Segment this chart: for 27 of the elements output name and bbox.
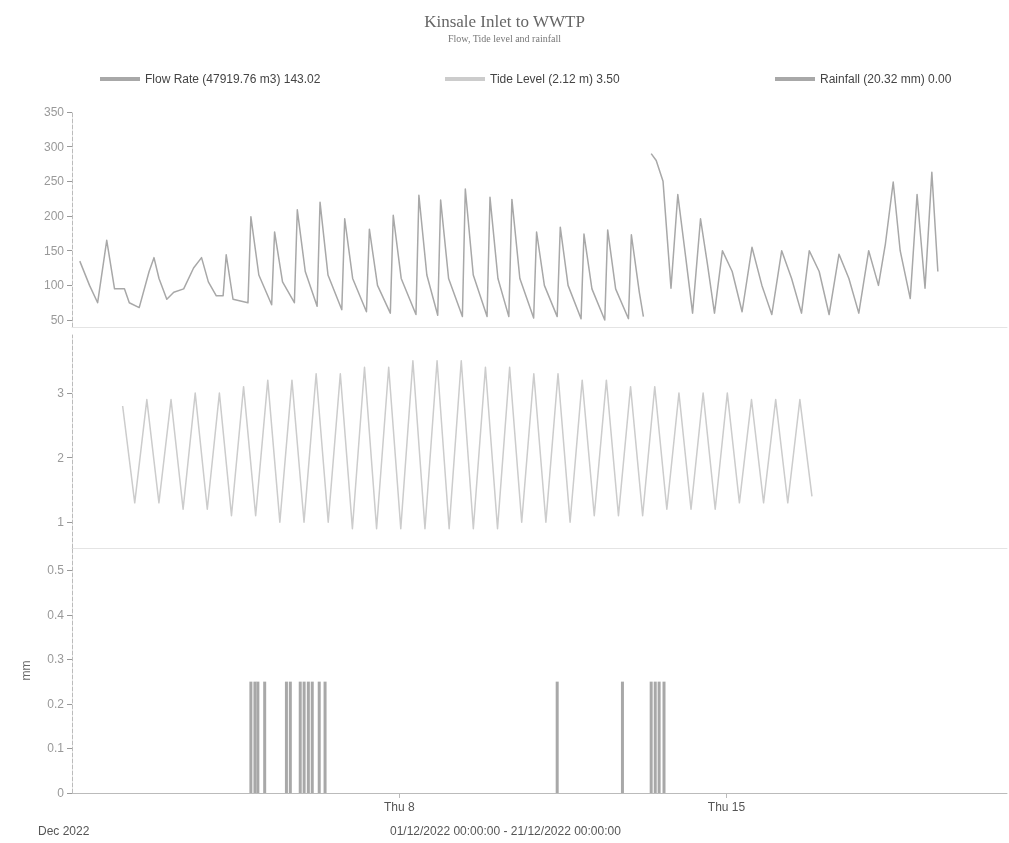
chart-title: Kinsale Inlet to WWTP <box>424 12 585 31</box>
y-tick-label: 350 <box>43 105 65 119</box>
y-tick-label: 0 <box>57 786 65 800</box>
y-tick-label: 100 <box>43 278 65 293</box>
legend-label: Rainfall (20.32 mm) 0.00 <box>820 72 952 86</box>
text: Dec 2022 <box>38 824 90 838</box>
y-tick-label: 0.5 <box>47 563 65 578</box>
x-tick-label: Thu 8 <box>383 800 415 814</box>
y-tick-label: 300 <box>43 139 65 154</box>
y-tick-label: 50 <box>50 313 65 328</box>
y-tick-label: 1 <box>57 515 65 530</box>
y-tick-label: 200 <box>43 209 65 224</box>
chart-subtitle: Flow, Tide level and rainfall <box>448 32 562 44</box>
y-tick-label: 2 <box>57 450 65 465</box>
y-tick-label: 0.4 <box>47 607 65 622</box>
y-tick-label: 250 <box>43 174 65 189</box>
y-tick-label: 0.3 <box>47 652 65 667</box>
x-tick-label: Thu 15 <box>707 800 746 814</box>
y-tick-label: 0.1 <box>47 741 65 756</box>
line-series <box>121 360 813 530</box>
y-axis-title: mm <box>19 660 33 681</box>
y-tick-label: 3 <box>57 386 65 401</box>
legend-label: Tide Level (2.12 m) 3.50 <box>490 72 620 86</box>
y-tick-label: 0.2 <box>47 696 65 711</box>
legend-label: Flow Rate (47919.76 m3) 143.02 <box>145 72 321 86</box>
y-tick-label: 150 <box>43 243 65 258</box>
text: 01/12/2022 00:00:00 - 21/12/2022 00:00:00 <box>390 824 622 838</box>
